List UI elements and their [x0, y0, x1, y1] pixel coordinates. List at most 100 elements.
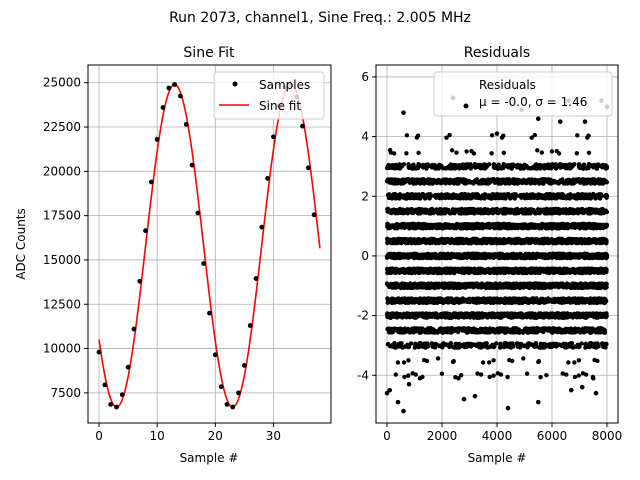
- sine-fit-xlabel: Sample #: [180, 451, 239, 465]
- sine-fit-ticks: 0 10 20 30750010000125001500017500200002250…: [43, 76, 281, 443]
- sample-point: [119, 392, 125, 398]
- sample-point: [230, 404, 236, 410]
- sine-fit-layer: [98, 83, 321, 408]
- sine-fit-panel: Sine Fit 0 10 20 30750010000125001500017500…: [14, 45, 332, 465]
- sample-point: [114, 404, 119, 410]
- sample-point: [300, 123, 305, 129]
- residual-point: [494, 341, 499, 346]
- residual-point: [498, 372, 504, 377]
- sample-point: [102, 382, 108, 388]
- residual-point: [395, 360, 401, 365]
- sine-fit-ytick-label: 20000: [43, 164, 81, 178]
- sample-point: [311, 212, 317, 218]
- sample-point: [241, 363, 247, 368]
- sample-point: [137, 278, 143, 284]
- residual-point: [391, 151, 397, 156]
- legend-samples-label: Samples: [259, 78, 310, 92]
- residual-point: [491, 358, 496, 363]
- residual-point: [484, 341, 489, 346]
- residual-point: [489, 133, 495, 138]
- sine-fit-ytick-label: 17500: [43, 209, 81, 223]
- sample-point: [218, 384, 224, 390]
- sample-point: [160, 105, 166, 110]
- sine-fit-line: [98, 83, 321, 408]
- sine-fit-grid: [88, 65, 331, 423]
- sample-point: [148, 179, 154, 185]
- sine-fit-ytick-label: 25000: [43, 76, 81, 90]
- residuals-layer: [384, 95, 610, 414]
- sample-point: [108, 401, 114, 407]
- sine-fit-xtick-label: 10: [150, 429, 165, 443]
- sample-point: [253, 276, 259, 281]
- residual-point: [505, 374, 510, 380]
- sample-point: [305, 165, 311, 171]
- sample-point: [172, 82, 178, 87]
- residual-point: [513, 194, 518, 199]
- legend-sine-fit-label: Sine fit: [259, 99, 301, 113]
- residual-point: [406, 358, 411, 363]
- sample-point: [125, 364, 131, 370]
- residual-point: [478, 372, 484, 377]
- residual-point: [392, 341, 397, 346]
- sample-point: [271, 134, 276, 140]
- sample-point: [96, 349, 102, 355]
- sample-point: [247, 323, 253, 328]
- residual-point: [464, 149, 469, 154]
- residual-point: [428, 194, 433, 199]
- residual-point: [411, 162, 416, 167]
- sine-fit-axes-frame: [87, 64, 332, 424]
- sine-fit-ytick-label: 7500: [50, 386, 81, 400]
- residual-point: [415, 165, 421, 171]
- residual-point: [406, 344, 412, 349]
- residual-point: [393, 372, 398, 377]
- residual-point: [496, 162, 501, 167]
- sine-fit-xtick-label: 20: [208, 429, 223, 443]
- residual-point: [415, 133, 421, 138]
- sine-fit-xtick-label: 30: [266, 429, 281, 443]
- sine-fit-ytick-label: 12500: [43, 297, 81, 311]
- samples-layer: [96, 82, 317, 410]
- sample-point: [183, 121, 189, 127]
- sample-point: [259, 224, 265, 230]
- residual-point: [416, 150, 421, 155]
- residual-point: [439, 371, 445, 376]
- residual-point: [487, 162, 492, 167]
- residual-point: [406, 373, 411, 378]
- sine-fit-title: Sine Fit: [183, 45, 235, 61]
- residuals-title: Residuals: [464, 45, 530, 61]
- sample-point: [189, 162, 195, 168]
- sample-point: [166, 85, 172, 91]
- residual-point: [410, 166, 415, 171]
- residual-point: [471, 151, 477, 156]
- sample-point: [212, 352, 218, 358]
- figure-title: Run 2073, channel1, Sine Freq.: 2.005 MH…: [169, 10, 471, 26]
- sample-point: [207, 310, 212, 316]
- residual-point: [401, 360, 407, 365]
- sample-point: [178, 93, 183, 99]
- sine-fit-ytick-label: 15000: [43, 253, 81, 267]
- residual-point: [487, 374, 492, 380]
- sample-point: [236, 390, 241, 396]
- residual-point: [402, 374, 407, 380]
- sine-fit-ylabel: ADC Counts: [14, 208, 28, 280]
- residual-point: [447, 132, 452, 138]
- residual-point: [435, 356, 441, 361]
- residual-point: [401, 162, 407, 167]
- residual-point: [404, 133, 410, 138]
- residual-point: [487, 360, 492, 365]
- residual-point: [510, 358, 515, 364]
- residual-point: [424, 358, 430, 364]
- residual-point: [480, 360, 486, 365]
- residual-point: [451, 359, 456, 364]
- sample-point: [143, 228, 148, 234]
- sample-point: [154, 137, 160, 142]
- legend-samples-marker: [232, 81, 238, 87]
- residual-point: [454, 150, 459, 155]
- residual-point: [408, 341, 414, 346]
- residual-point: [511, 344, 516, 349]
- sine-fit-legend-box: [213, 71, 325, 120]
- sine-fit-ytick-label: 10000: [43, 342, 81, 356]
- residual-point: [399, 341, 404, 346]
